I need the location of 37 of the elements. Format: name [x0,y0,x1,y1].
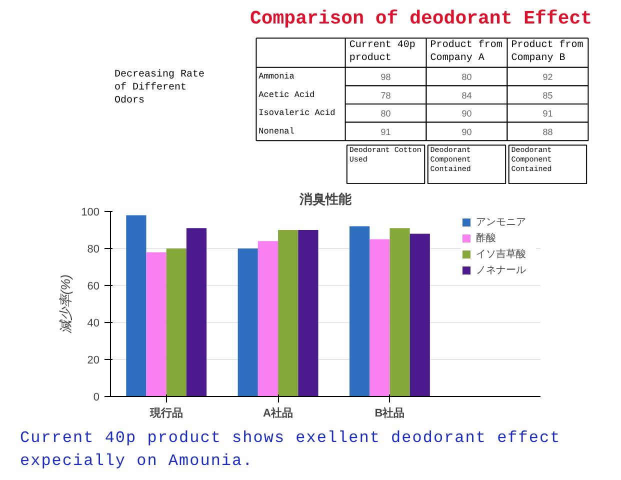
data-label: 84 [462,90,472,100]
chart-title: 消臭性能 [298,192,352,206]
chart-title: Comparison of deodorant Effect [250,8,592,30]
data-label: 80 [380,108,391,119]
y-axis-title: 減少率(%) [58,274,74,334]
x-tick-label: Product from Company B [511,38,584,64]
y-tick-label: Acetic Acid [258,90,315,100]
data-label: 78 [380,90,391,100]
y-tick-label: Nonenal [258,126,294,136]
data-label: 85 [542,90,553,100]
data-label: 90 [462,108,472,119]
y-tick-label: Isovaleric Acid [258,108,336,118]
y-tick-label: 40 [87,318,100,330]
data-label: 91 [380,126,391,137]
y-tick-label: 80 [87,244,100,256]
x-tick-label: A社品 [263,406,294,420]
y-tick-label: 100 [81,206,100,218]
x-tick-label: 現行品 [148,406,183,420]
legend-label: アンモニア [476,216,527,229]
y-tick-label: 0 [93,392,100,404]
data-label: 91 [542,108,553,119]
data-label: 90 [462,126,472,137]
x-tick-label: Product from Company A [430,38,502,64]
legend-label: 酢酸 [476,232,497,245]
legend-label: ノネナール [476,264,527,277]
x-tick-label: B社品 [374,406,405,420]
data-label: 80 [462,72,472,82]
y-axis-title: Decreasing Rate of Different Odors [114,68,205,107]
text: Current 40p product shows exellent deodorant effect expecially on Amounia. [19,428,562,472]
data-label: 92 [542,72,553,82]
data-label: 88 [542,126,553,137]
y-tick-label: 60 [87,280,100,292]
x-tick-label: Current 40p product [349,40,416,64]
data-label: 98 [380,72,391,82]
y-tick-label: Ammonia [258,72,294,82]
y-tick-label: 20 [87,354,100,366]
legend-label: イソ吉草酸 [476,248,527,261]
